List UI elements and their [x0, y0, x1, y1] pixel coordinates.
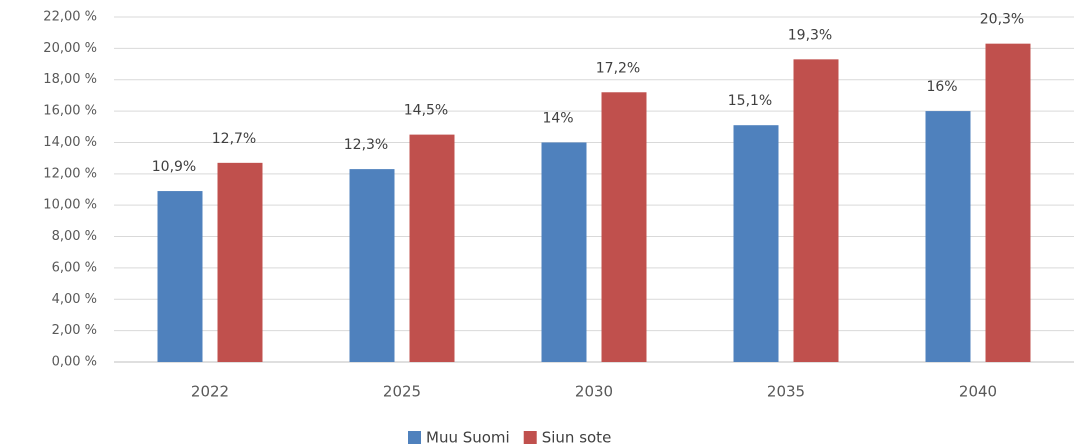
y-tick-label: 2,00 %: [52, 323, 97, 338]
x-tick-label: 2022: [191, 383, 229, 401]
legend-label: Siun sote: [542, 429, 612, 447]
legend-swatch: [523, 431, 537, 444]
y-tick-label: 8,00 %: [52, 229, 97, 244]
bar: [925, 111, 971, 362]
x-tick-label: 2040: [959, 383, 997, 401]
x-tick-label: 2035: [767, 383, 805, 401]
legend-label: Muu Suomi: [426, 429, 510, 447]
y-tick-label: 20,00 %: [43, 41, 97, 56]
x-tick-label: 2030: [575, 383, 613, 401]
data-label: 16%: [926, 79, 957, 95]
data-label: 14%: [542, 110, 573, 126]
bar: [409, 134, 455, 362]
bar: [349, 169, 395, 362]
data-label: 17,2%: [596, 60, 640, 76]
y-tick-label: 10,00 %: [43, 198, 97, 213]
data-label: 10,9%: [152, 159, 196, 175]
bar: [541, 142, 587, 362]
y-tick-label: 4,00 %: [52, 292, 97, 307]
y-tick-label: 0,00 %: [52, 355, 97, 370]
y-tick-label: 6,00 %: [52, 260, 97, 275]
data-label: 12,3%: [344, 137, 388, 153]
y-tick-label: 16,00 %: [43, 104, 97, 119]
legend-swatch: [408, 431, 421, 444]
data-label: 19,3%: [788, 27, 832, 43]
bar: [157, 191, 203, 362]
bar: [985, 43, 1031, 363]
data-label: 12,7%: [212, 131, 256, 147]
x-tick-label: 2025: [383, 383, 421, 401]
y-tick-label: 12,00 %: [43, 166, 97, 181]
bar: [217, 162, 263, 362]
y-tick-label: 18,00 %: [43, 72, 97, 87]
data-label: 14,5%: [404, 103, 448, 119]
y-tick-label: 22,00 %: [43, 10, 97, 25]
data-label: 20,3%: [980, 12, 1024, 28]
bar: [733, 125, 779, 362]
bar: [793, 59, 839, 362]
bar: [601, 92, 647, 362]
data-label: 15,1%: [728, 93, 772, 109]
y-tick-label: 14,00 %: [43, 135, 97, 150]
